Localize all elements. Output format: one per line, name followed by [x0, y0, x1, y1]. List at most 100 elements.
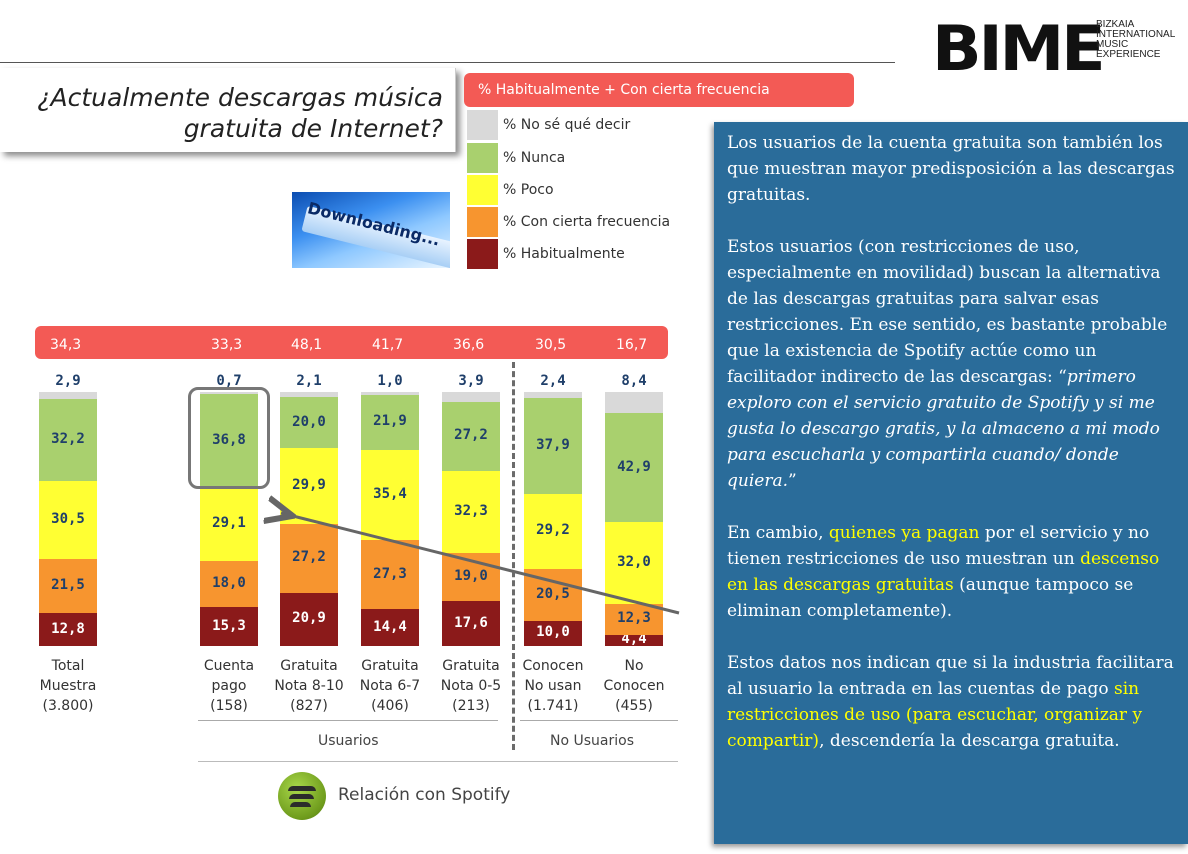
bar-segment — [605, 413, 663, 523]
question-title: ¿Actualmente descargas música gratuita d… — [37, 83, 443, 143]
bar-segment — [524, 494, 582, 569]
legend-swatch — [467, 175, 498, 205]
highlight-quienes-ya-pagan: quienes ya pagan — [828, 523, 980, 543]
group-rule-usuarios — [198, 720, 498, 721]
totals-band — [35, 326, 668, 359]
group-label-no-usuarios: No Usuarios — [550, 733, 634, 749]
bar-segment — [605, 522, 663, 604]
bar-segment — [39, 613, 97, 646]
data-label: 17,6 — [454, 614, 488, 631]
total-value: 16,7 — [616, 337, 648, 353]
panel-paragraph-2: Estos usuarios (con restricciones de uso… — [727, 237, 1168, 491]
data-label: 32,2 — [51, 431, 85, 448]
legend-label: % Con cierta frecuencia — [503, 214, 671, 230]
category-label: Conocen No usan (1.741) — [522, 658, 584, 714]
group-label-usuarios: Usuarios — [318, 733, 379, 749]
data-label: 10,0 — [536, 624, 570, 641]
data-label: 4,4 — [621, 631, 647, 648]
logo-subtitle: BIZKAIA INTERNATIONAL MUSIC EXPERIENCE — [1096, 19, 1176, 60]
spotify-label: Relación con Spotify — [338, 785, 511, 805]
bar-segment — [605, 603, 663, 635]
data-label: 30,5 — [51, 511, 85, 528]
question-box: ¿Actualmente descargas música gratuita d… — [0, 68, 456, 152]
downloading-image: Downloading... — [292, 192, 450, 268]
category-label: Gratuita Nota 6-7 (406) — [359, 658, 421, 714]
data-label: 19,0 — [454, 568, 488, 585]
bar-segment — [39, 481, 97, 559]
panel-paragraph-3: En cambio, quienes ya pagan por el servi… — [727, 523, 1160, 621]
category-label: Cuenta pago (158) — [203, 658, 255, 714]
category-label: Gratuita Nota 8-10 (827) — [274, 658, 344, 714]
data-label: 3,9 — [458, 373, 484, 389]
data-label: 27,2 — [454, 427, 488, 444]
bar-segment — [200, 392, 258, 394]
total-value: 41,7 — [372, 337, 404, 353]
legend-header: % Habitualmente + Con cierta frecuencia — [464, 73, 854, 107]
logo-wordmark: BIME — [932, 12, 1106, 85]
bar-segment — [200, 393, 258, 488]
data-label: 29,9 — [292, 477, 326, 493]
total-value: 34,3 — [50, 337, 82, 353]
data-label: 21,9 — [373, 413, 407, 430]
bar-segment — [280, 397, 338, 449]
bar-segment — [280, 523, 338, 593]
bar-segment — [361, 392, 419, 395]
legend-label: % Habitualmente — [503, 246, 625, 262]
bar-segment — [200, 487, 258, 562]
bottom-rule — [198, 761, 678, 762]
data-label: 35,4 — [373, 486, 407, 503]
data-label: 37,9 — [536, 437, 570, 454]
data-label: 1,0 — [377, 373, 403, 389]
data-label: 2,1 — [296, 373, 322, 389]
data-label: 12,3 — [617, 610, 651, 627]
bar-segment — [605, 392, 663, 414]
bime-logo: BIME BIZKAIA INTERNATIONAL MUSIC EXPERIE… — [932, 16, 1182, 86]
highlight-descenso: descenso en las descargas gratuitas — [727, 549, 1160, 595]
data-label: 15,3 — [212, 617, 246, 634]
highlight-sin-restricciones: sin restricciones de uso (para escuchar,… — [727, 679, 1143, 751]
bar-segment — [39, 558, 97, 614]
data-label: 20,5 — [536, 585, 570, 602]
legend-label: % Nunca — [503, 150, 566, 166]
category-label: No Conocen (455) — [603, 658, 665, 714]
bar-segment — [361, 450, 419, 541]
bar-segment — [361, 540, 419, 610]
panel-paragraph-1: Los usuarios de la cuenta gratuita son t… — [727, 133, 1175, 205]
data-label: 12,8 — [51, 620, 85, 637]
bar-segment — [605, 634, 663, 646]
data-label: 29,2 — [536, 522, 570, 539]
top-rule — [0, 62, 895, 63]
total-value: 48,1 — [291, 337, 323, 353]
data-label: 20,0 — [292, 413, 326, 430]
bar-segment — [200, 607, 258, 646]
spotify-quote: primero exploro con el servicio gratuito… — [727, 367, 1160, 491]
bar-segment — [442, 470, 500, 554]
legend-label: % No sé qué decir — [503, 117, 631, 133]
bar-segment — [200, 561, 258, 608]
group-divider — [512, 362, 515, 750]
data-label: 36,8 — [212, 431, 246, 448]
data-label: 29,1 — [212, 515, 246, 532]
data-label: 2,4 — [540, 373, 566, 389]
bar-segment — [442, 392, 500, 402]
legend-swatch — [467, 239, 498, 269]
highlight-box — [188, 387, 270, 489]
spotify-icon — [278, 772, 326, 820]
bar-segment — [39, 392, 97, 400]
total-value: 30,5 — [535, 337, 567, 353]
bar-segment — [361, 394, 419, 451]
panel-paragraph-4: Estos datos nos indican que si la indust… — [727, 653, 1174, 751]
legend-swatch — [467, 110, 498, 140]
legend-swatch — [467, 207, 498, 237]
commentary-panel: Los usuarios de la cuenta gratuita son t… — [714, 122, 1188, 844]
category-label: Total Muestra (3.800) — [39, 658, 97, 714]
bar-segment — [280, 592, 338, 646]
bar-segment — [524, 392, 582, 399]
data-label: 27,2 — [292, 549, 326, 566]
bar-segment — [524, 398, 582, 495]
data-label: 32,0 — [617, 553, 651, 570]
legend-label: % Poco — [503, 182, 554, 198]
data-label: 2,9 — [55, 373, 81, 389]
bar-segment — [361, 609, 419, 646]
